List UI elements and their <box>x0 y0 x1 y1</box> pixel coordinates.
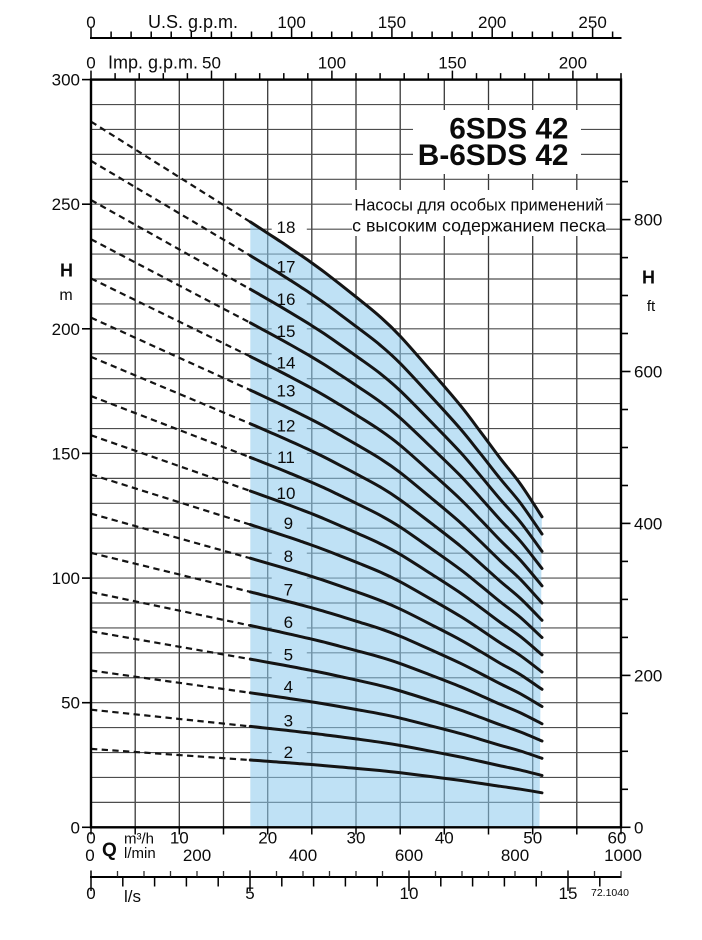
svg-text:40: 40 <box>435 829 454 848</box>
svg-text:11: 11 <box>277 448 295 467</box>
svg-text:10: 10 <box>400 884 419 903</box>
svg-text:m³/h: m³/h <box>124 831 154 848</box>
svg-text:0: 0 <box>634 818 643 837</box>
svg-text:0: 0 <box>85 846 94 865</box>
svg-text:100: 100 <box>318 54 346 73</box>
svg-text:300: 300 <box>52 71 80 90</box>
svg-text:Imp. g.p.m.: Imp. g.p.m. <box>108 53 198 73</box>
svg-text:4: 4 <box>284 677 293 696</box>
svg-text:3: 3 <box>284 711 293 730</box>
svg-text:100: 100 <box>277 13 305 32</box>
svg-text:Q: Q <box>102 840 117 861</box>
svg-text:16: 16 <box>277 290 296 309</box>
svg-text:150: 150 <box>378 13 406 32</box>
svg-text:0: 0 <box>86 13 95 32</box>
svg-text:600: 600 <box>634 363 662 382</box>
svg-text:l/s: l/s <box>124 887 141 906</box>
svg-text:5: 5 <box>284 645 293 664</box>
svg-text:1000: 1000 <box>604 846 642 865</box>
svg-text:60: 60 <box>608 829 627 848</box>
svg-text:100: 100 <box>52 569 80 588</box>
svg-text:0: 0 <box>86 54 95 73</box>
svg-text:600: 600 <box>395 846 423 865</box>
svg-text:200: 200 <box>559 54 587 73</box>
svg-text:с высоким содержанием песка: с высоким содержанием песка <box>352 215 606 235</box>
svg-text:50: 50 <box>61 694 80 713</box>
svg-text:400: 400 <box>634 514 662 533</box>
svg-text:H: H <box>642 268 655 288</box>
svg-text:m: m <box>59 287 72 304</box>
svg-text:U.S. g.p.m.: U.S. g.p.m. <box>148 12 238 32</box>
svg-text:17: 17 <box>277 258 296 277</box>
svg-text:6: 6 <box>284 613 293 632</box>
svg-text:H: H <box>60 261 73 281</box>
svg-text:50: 50 <box>202 54 221 73</box>
svg-text:9: 9 <box>284 514 293 533</box>
svg-text:800: 800 <box>501 846 529 865</box>
svg-text:10: 10 <box>277 484 296 503</box>
svg-text:12: 12 <box>277 417 296 436</box>
svg-text:B-6SDS 42: B-6SDS 42 <box>418 139 569 172</box>
svg-text:l/min: l/min <box>124 845 156 862</box>
svg-text:200: 200 <box>478 13 506 32</box>
svg-text:18: 18 <box>277 218 296 237</box>
svg-text:14: 14 <box>277 353 296 372</box>
svg-text:Насосы для особых применений: Насосы для особых применений <box>354 197 603 215</box>
svg-text:8: 8 <box>284 547 293 566</box>
svg-text:200: 200 <box>183 846 211 865</box>
svg-text:2: 2 <box>284 743 293 762</box>
svg-text:30: 30 <box>347 829 366 848</box>
svg-text:0: 0 <box>86 884 95 903</box>
svg-text:15: 15 <box>559 884 578 903</box>
svg-text:200: 200 <box>52 320 80 339</box>
svg-text:150: 150 <box>52 444 80 463</box>
svg-text:250: 250 <box>52 195 80 214</box>
svg-text:50: 50 <box>523 829 542 848</box>
svg-text:250: 250 <box>578 13 606 32</box>
svg-text:13: 13 <box>277 382 296 401</box>
svg-text:6SDS 42: 6SDS 42 <box>449 113 568 146</box>
svg-text:15: 15 <box>277 322 296 341</box>
svg-text:0: 0 <box>86 829 95 848</box>
svg-text:0: 0 <box>71 818 80 837</box>
svg-text:200: 200 <box>634 666 662 685</box>
svg-text:20: 20 <box>258 829 277 848</box>
svg-text:150: 150 <box>438 54 466 73</box>
svg-text:10: 10 <box>170 829 189 848</box>
svg-text:800: 800 <box>634 211 662 230</box>
svg-text:72.1040: 72.1040 <box>591 887 629 899</box>
svg-text:ft: ft <box>647 298 656 315</box>
svg-text:400: 400 <box>289 846 317 865</box>
svg-text:5: 5 <box>245 884 254 903</box>
svg-text:7: 7 <box>284 580 293 599</box>
